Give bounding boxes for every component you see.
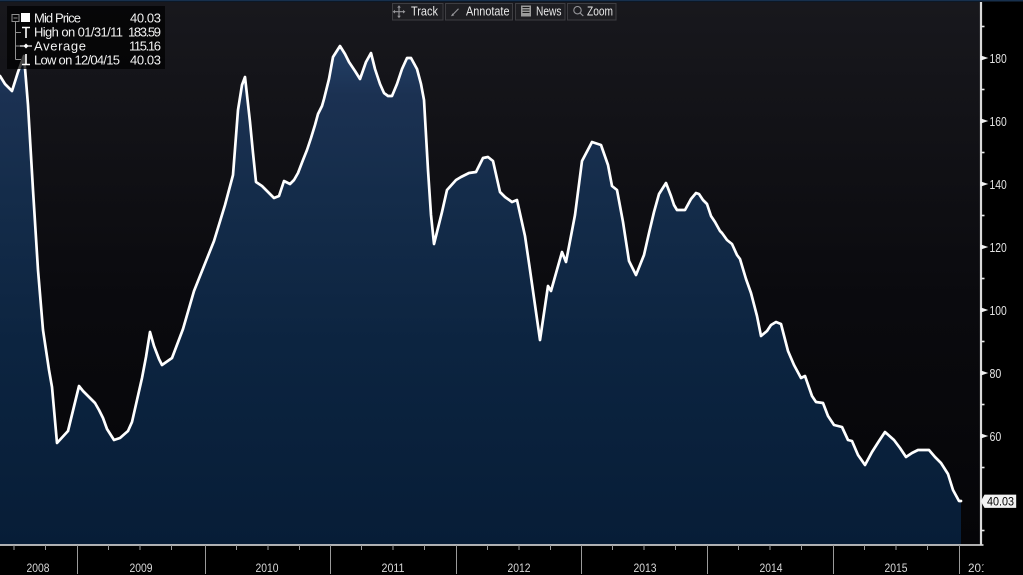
- svg-text:40.03: 40.03: [130, 11, 161, 26]
- svg-text:2008: 2008: [27, 561, 50, 575]
- svg-text:2011: 2011: [382, 561, 405, 575]
- svg-text:80: 80: [990, 366, 1002, 381]
- svg-text:40.03: 40.03: [130, 53, 161, 68]
- svg-text:2015: 2015: [885, 561, 908, 575]
- svg-text:2009: 2009: [130, 561, 153, 575]
- svg-text:40.03: 40.03: [987, 497, 1014, 509]
- svg-text:High on 01/31/11: High on 01/31/11: [34, 25, 123, 40]
- svg-text:Average: Average: [34, 39, 86, 54]
- svg-text:115.16: 115.16: [129, 39, 161, 54]
- svg-text:60: 60: [990, 429, 1002, 444]
- svg-text:Low on 12/04/15: Low on 12/04/15: [34, 53, 120, 68]
- svg-text:2010: 2010: [256, 561, 279, 575]
- svg-text:Zoom: Zoom: [587, 4, 613, 19]
- svg-text:100: 100: [990, 303, 1007, 318]
- svg-text:News: News: [536, 4, 562, 19]
- svg-text:120: 120: [990, 240, 1007, 255]
- svg-text:183.59: 183.59: [128, 25, 161, 40]
- svg-text:180: 180: [990, 51, 1007, 66]
- svg-text:140: 140: [990, 177, 1007, 192]
- svg-text:Track: Track: [411, 4, 438, 19]
- svg-text:160: 160: [990, 114, 1007, 129]
- svg-text:2012: 2012: [508, 561, 531, 575]
- svg-text:2014: 2014: [760, 561, 783, 575]
- svg-text:Mid Price: Mid Price: [34, 11, 81, 26]
- svg-text:2013: 2013: [634, 561, 657, 575]
- svg-text:Annotate: Annotate: [466, 4, 510, 19]
- svg-text:2016: 2016: [968, 561, 994, 575]
